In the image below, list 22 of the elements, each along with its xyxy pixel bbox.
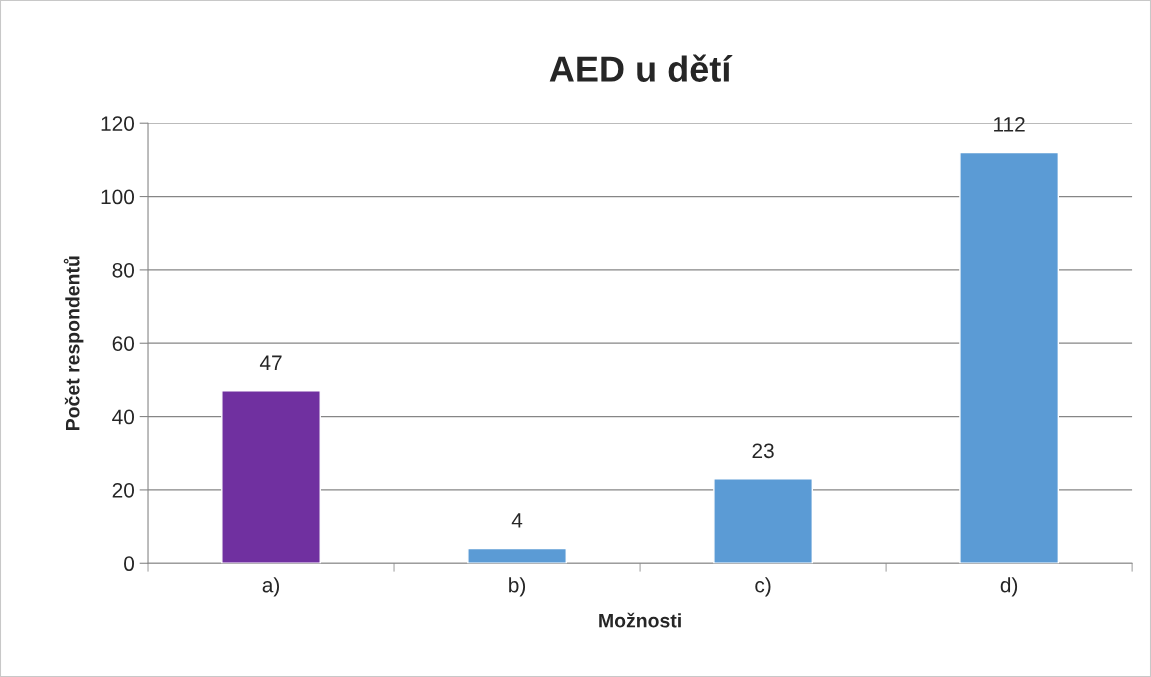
y-axis-title: Počet respondentů	[63, 256, 84, 430]
y-tick-label: 100	[101, 189, 135, 205]
x-tick-label: a)	[262, 577, 279, 597]
bar	[221, 390, 321, 564]
chart-title: AED u dětí	[549, 54, 733, 82]
bar	[959, 151, 1060, 564]
data-label: 112	[994, 117, 1025, 132]
bar	[467, 547, 567, 564]
x-tick-label: d)	[1000, 577, 1018, 597]
y-tick-label: 120	[101, 116, 135, 131]
data-label: 4	[511, 513, 523, 528]
y-tick-label: 0	[124, 556, 135, 572]
y-tick-label: 80	[112, 262, 135, 278]
data-label: 47	[259, 355, 282, 370]
x-tick-label: b)	[509, 577, 526, 597]
y-tick-label: 40	[112, 409, 135, 425]
y-tick-label: 60	[112, 336, 135, 351]
x-tick-label: c)	[755, 577, 771, 597]
bar	[713, 478, 813, 564]
data-label: 23	[752, 443, 774, 459]
x-axis-title: Možnosti	[599, 612, 681, 628]
y-tick-label: 20	[112, 482, 135, 498]
